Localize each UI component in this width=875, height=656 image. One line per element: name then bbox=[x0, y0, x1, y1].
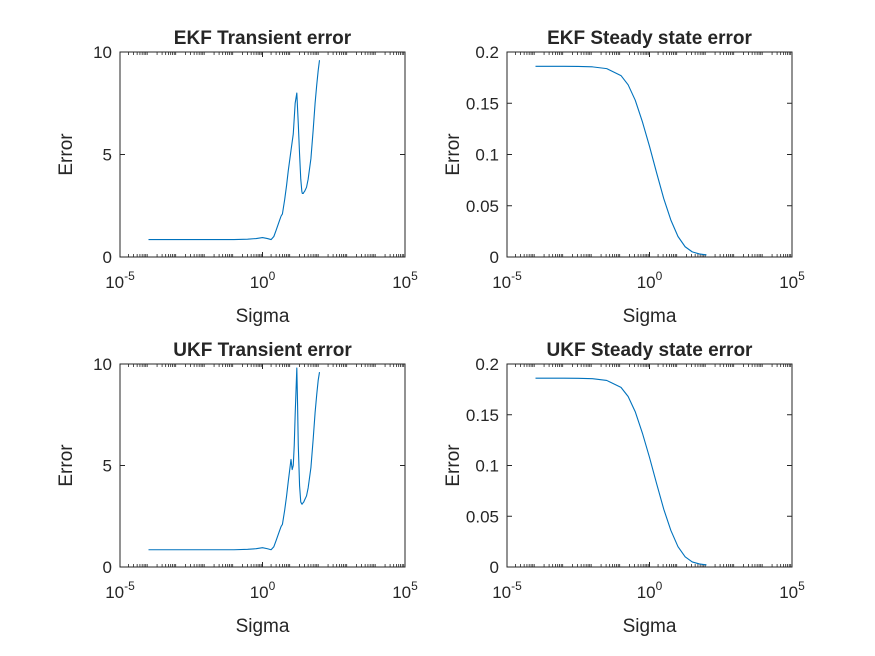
ekf-transient-minor-ticks bbox=[128, 52, 405, 257]
ekf-steady-title: EKF Steady state error bbox=[547, 28, 752, 49]
ukf-transient-series-line-0 bbox=[148, 367, 321, 551]
ekf-transient-xtick-base: 10 bbox=[105, 273, 124, 292]
ekf-steady-axes-box bbox=[506, 51, 793, 258]
ekf-transient-xtick-label: 10-5 bbox=[105, 269, 135, 292]
ekf-transient-ytick-label: 5 bbox=[103, 146, 112, 165]
ukf-steady-ytick-label: 0.15 bbox=[466, 406, 499, 425]
ekf-transient-xlabel: Sigma bbox=[236, 306, 290, 327]
ekf-transient-xtick-exponent: 5 bbox=[411, 269, 418, 283]
ekf-steady-xtick-label: 100 bbox=[637, 269, 663, 292]
ekf-transient-xtick-label: 100 bbox=[250, 269, 276, 292]
ukf-steady-xtick-label: 100 bbox=[637, 579, 663, 602]
ukf-transient-xtick-exponent: 5 bbox=[411, 579, 418, 593]
ukf-steady-title: UKF Steady state error bbox=[547, 340, 754, 361]
ekf-steady-ytick-label: 0.15 bbox=[466, 94, 499, 113]
ukf-steady-axes-box bbox=[506, 363, 793, 568]
ukf-steady-xtick-base: 10 bbox=[779, 583, 798, 602]
ukf-transient-xtick-exponent: -5 bbox=[124, 579, 135, 593]
ukf-transient-ytick-label: 0 bbox=[103, 558, 112, 577]
ekf-transient-title: EKF Transient error bbox=[174, 28, 352, 49]
ukf-steady-minor-ticks bbox=[515, 364, 792, 567]
ukf-steady-ytick-label: 0.1 bbox=[475, 457, 499, 476]
ukf-steady-xtick-base: 10 bbox=[492, 583, 511, 602]
ekf-steady-ytick-label: 0 bbox=[490, 248, 499, 267]
ukf-steady-series-line-0 bbox=[535, 377, 707, 566]
ekf-transient-axes-box bbox=[119, 51, 406, 258]
ekf-transient-xtick-base: 10 bbox=[250, 273, 269, 292]
ekf-steady-xtick-base: 10 bbox=[492, 273, 511, 292]
ukf-steady-xtick-exponent: 5 bbox=[798, 579, 805, 593]
ukf-transient-xtick-label: 105 bbox=[392, 579, 418, 602]
ekf-steady-xtick-label: 105 bbox=[779, 269, 805, 292]
ekf-steady-series-line-0 bbox=[535, 65, 707, 256]
ekf-transient-ylabel: Error bbox=[56, 133, 77, 176]
ukf-transient-ylabel: Error bbox=[56, 444, 77, 487]
ekf-transient-xtick-exponent: -5 bbox=[124, 269, 135, 283]
ukf-steady-ytick-label: 0 bbox=[490, 558, 499, 577]
ekf-steady-xtick-base: 10 bbox=[779, 273, 798, 292]
ukf-transient-ytick-label: 5 bbox=[103, 457, 112, 476]
ekf-steady-xtick-exponent: 0 bbox=[656, 269, 663, 283]
ekf-transient-series-line-0 bbox=[148, 60, 321, 241]
ukf-transient-xtick-label: 100 bbox=[250, 579, 276, 602]
ukf-transient-xlabel: Sigma bbox=[236, 616, 290, 637]
ekf-steady-ylabel: Error bbox=[443, 133, 464, 176]
ekf-transient-ytick-label: 10 bbox=[93, 43, 112, 62]
ukf-steady-ytick-label: 0.05 bbox=[466, 507, 499, 526]
ekf-steady-ytick-label: 0.05 bbox=[466, 197, 499, 216]
ekf-steady-xlabel: Sigma bbox=[623, 306, 677, 327]
ukf-transient-xtick-exponent: 0 bbox=[269, 579, 276, 593]
ukf-transient-axes-box bbox=[119, 363, 406, 568]
ukf-transient-xtick-label: 10-5 bbox=[105, 579, 135, 602]
ekf-transient-xtick-base: 10 bbox=[392, 273, 411, 292]
ukf-transient-xtick-base: 10 bbox=[392, 583, 411, 602]
ukf-steady-ylabel: Error bbox=[443, 444, 464, 487]
ukf-steady-ytick-label: 0.2 bbox=[475, 355, 499, 374]
ekf-steady-xtick-label: 10-5 bbox=[492, 269, 522, 292]
ukf-transient-minor-ticks bbox=[128, 364, 405, 567]
ekf-steady-ytick-label: 0.1 bbox=[475, 146, 499, 165]
ekf-steady-xtick-base: 10 bbox=[637, 273, 656, 292]
ukf-transient-xtick-base: 10 bbox=[250, 583, 269, 602]
ukf-steady-xtick-base: 10 bbox=[637, 583, 656, 602]
ekf-steady-xtick-exponent: 5 bbox=[798, 269, 805, 283]
ukf-steady-xlabel: Sigma bbox=[623, 616, 677, 637]
ekf-steady-xtick-exponent: -5 bbox=[511, 269, 522, 283]
ukf-steady-xtick-exponent: 0 bbox=[656, 579, 663, 593]
ekf-transient-ytick-label: 0 bbox=[103, 248, 112, 267]
ekf-steady-ytick-label: 0.2 bbox=[475, 43, 499, 62]
ekf-steady-minor-ticks bbox=[515, 52, 792, 257]
ukf-transient-xtick-base: 10 bbox=[105, 583, 124, 602]
ukf-steady-xtick-exponent: -5 bbox=[511, 579, 522, 593]
ukf-steady-xtick-label: 10-5 bbox=[492, 579, 522, 602]
ukf-transient-ytick-label: 10 bbox=[93, 355, 112, 374]
ukf-transient-title: UKF Transient error bbox=[173, 340, 352, 361]
ekf-transient-xtick-label: 105 bbox=[392, 269, 418, 292]
ukf-steady-xtick-label: 105 bbox=[779, 579, 805, 602]
ekf-transient-xtick-exponent: 0 bbox=[269, 269, 276, 283]
